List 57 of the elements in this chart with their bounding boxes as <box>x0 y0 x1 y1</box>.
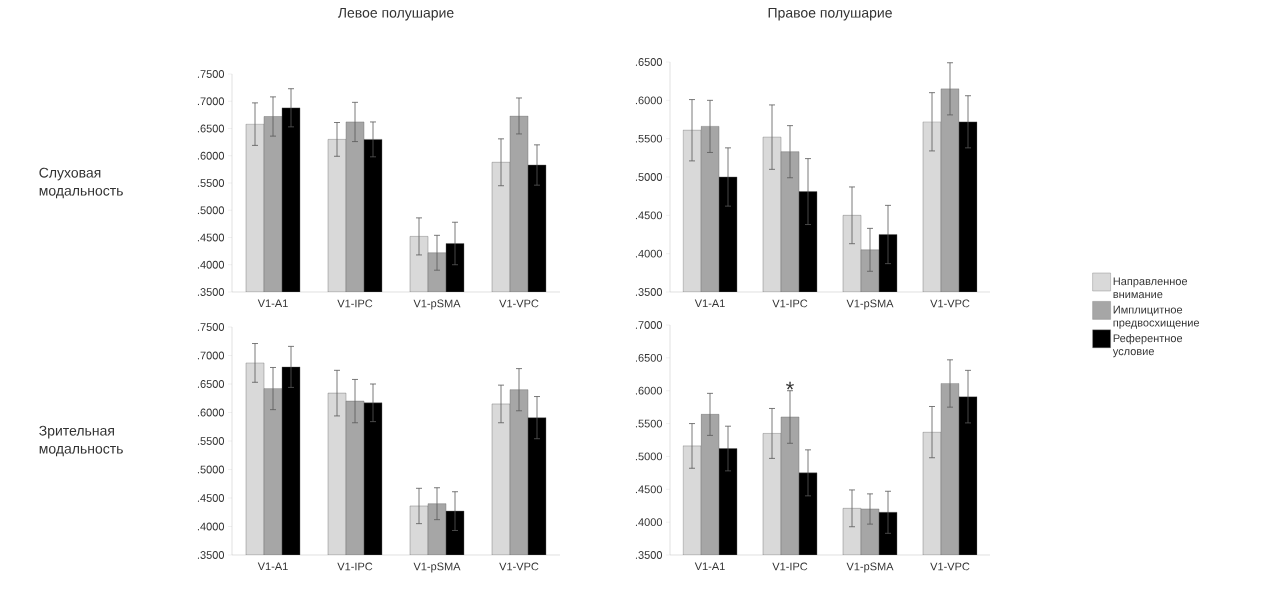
x-tick-label: V1-pSMA <box>846 562 894 573</box>
chart-title: Правое полушарие <box>768 7 892 21</box>
y-tick-label: .6000 <box>635 386 663 395</box>
y-tick-label: .7000 <box>197 351 225 360</box>
y-tick-label: .6000 <box>635 96 663 105</box>
y-tick-label: .6500 <box>197 380 225 388</box>
y-tick-label: .7000 <box>635 321 663 329</box>
legend-label: Имплицитное предвосхищение <box>1113 305 1200 329</box>
y-axis-title: Зрительная модальность <box>39 425 123 457</box>
y-tick-label: .5000 <box>635 452 663 461</box>
x-tick-label: V1-A1 <box>257 562 288 571</box>
x-tick-label: V1-VPC <box>499 562 539 571</box>
legend-label: Референтное условие <box>1112 334 1183 358</box>
y-tick-label: .4500 <box>635 211 663 220</box>
y-tick-label: .6500 <box>197 124 225 133</box>
annotation: * <box>786 381 794 390</box>
x-tick-label: V1-pSMA <box>413 562 461 573</box>
y-tick-label: .6500 <box>635 353 663 362</box>
y-tick-label: .6000 <box>197 408 225 417</box>
legend-label: Направленное внимание <box>1113 277 1188 299</box>
y-tick-label: .4500 <box>197 233 225 242</box>
y-axis-title: Слуховая модальность <box>39 167 123 199</box>
y-tick-label: .7500 <box>197 70 225 78</box>
y-tick-label: .3500 <box>635 288 663 296</box>
y-tick-label: .4000 <box>197 522 225 531</box>
y-tick-label: .3500 <box>197 288 225 296</box>
x-tick-label: V1-pSMA <box>413 299 461 310</box>
y-tick-label: .7000 <box>197 97 225 106</box>
y-tick-label: .4000 <box>635 249 663 258</box>
y-tick-label: .5000 <box>197 206 225 215</box>
y-tick-label: .5500 <box>197 179 225 187</box>
x-tick-label: V1-A1 <box>257 299 288 308</box>
y-tick-label: .6500 <box>635 58 663 66</box>
x-tick-label: V1-A1 <box>694 299 725 308</box>
x-tick-label: V1-pSMA <box>846 299 894 310</box>
x-tick-label: V1-VPC <box>930 299 970 308</box>
y-tick-label: .4500 <box>635 485 663 494</box>
y-tick-label: .3500 <box>635 551 663 559</box>
y-tick-label: .5000 <box>635 173 663 181</box>
y-tick-label: .7500 <box>197 323 225 331</box>
y-tick-label: .4500 <box>197 494 225 502</box>
x-tick-label: V1-IPC <box>337 562 373 571</box>
y-tick-label: .6000 <box>197 151 225 160</box>
y-tick-label: .4000 <box>635 518 663 527</box>
x-tick-label: V1-IPC <box>772 299 808 308</box>
x-tick-label: V1-A1 <box>694 562 725 571</box>
y-tick-label: .3500 <box>197 551 225 559</box>
x-tick-label: V1-IPC <box>772 562 808 571</box>
y-tick-label: .5500 <box>635 419 663 428</box>
chart-title: Левое полушарие <box>337 7 454 21</box>
y-tick-label: .5500 <box>635 134 663 143</box>
y-tick-label: .5000 <box>197 465 225 474</box>
x-tick-label: V1-VPC <box>499 299 539 308</box>
y-tick-label: .4000 <box>197 260 225 269</box>
x-tick-label: V1-IPC <box>337 299 373 308</box>
x-tick-label: V1-VPC <box>930 562 970 571</box>
y-tick-label: .5500 <box>197 437 225 445</box>
